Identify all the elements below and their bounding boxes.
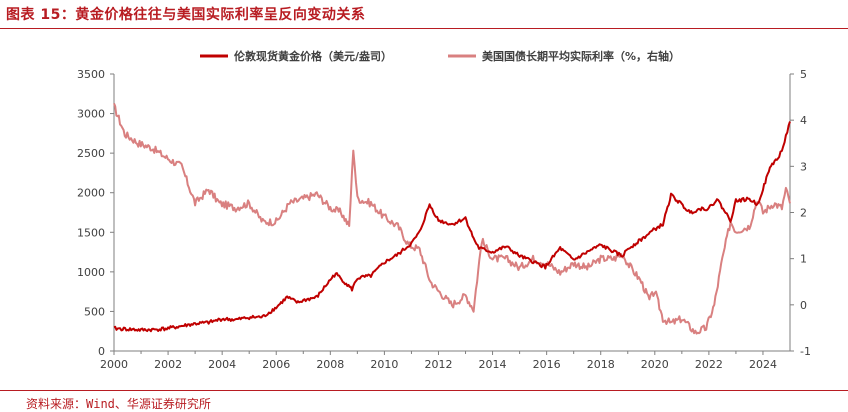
y-tick-label: 3500 — [77, 68, 105, 81]
y2-tick-label: 5 — [800, 68, 807, 81]
y-tick-label: 1500 — [77, 226, 105, 239]
y-tick-label: 500 — [84, 305, 105, 318]
x-tick-label: 2016 — [533, 358, 561, 371]
source-note: 资料来源：Wind、华源证券研究所 — [26, 397, 211, 411]
legend: 伦敦现货黄金价格（美元/盎司） 美国国债长期平均实际利率（%，右轴） — [200, 49, 680, 63]
x-tick-label: 2022 — [695, 358, 723, 371]
source-rule — [0, 390, 848, 391]
x-tick-label: 2018 — [587, 358, 615, 371]
y2-tick-label: 4 — [800, 114, 807, 127]
x-tick-label: 2010 — [370, 358, 398, 371]
tick-labels: 2000 2002 2004 2006 2008 2010 2012 2014 2016 2018… — [77, 68, 811, 371]
x-tick-label: 2008 — [316, 358, 344, 371]
x-tick-label: 2004 — [208, 358, 236, 371]
x-tick-label: 2024 — [749, 358, 777, 371]
legend-label-rate: 美国国债长期平均实际利率（%，右轴） — [482, 49, 680, 63]
y2-tick-label: 1 — [800, 253, 807, 266]
y-tick-label: 3000 — [77, 108, 105, 121]
y2-tick-label: 0 — [800, 299, 807, 312]
y2-tick-label: -1 — [800, 345, 811, 358]
y2-tick-label: 3 — [800, 160, 807, 173]
plot-area — [113, 103, 791, 335]
chart-canvas: 伦敦现货黄金价格（美元/盎司） 美国国债长期平均实际利率（%，右轴） 2000 2… — [77, 49, 811, 371]
axes — [110, 73, 794, 355]
legend-label-gold: 伦敦现货黄金价格（美元/盎司） — [234, 49, 392, 63]
x-tick-label: 2014 — [479, 358, 507, 371]
y-tick-label: 2000 — [77, 187, 105, 200]
x-tick-label: 2012 — [424, 358, 452, 371]
y2-tick-label: 2 — [800, 207, 807, 220]
y-tick-label: 2500 — [77, 147, 105, 160]
x-tick-label: 2006 — [262, 358, 290, 371]
y-tick-label: 0 — [98, 345, 105, 358]
x-tick-label: 2002 — [154, 358, 182, 371]
x-tick-label: 2000 — [100, 358, 128, 371]
figure-title: 图表 15：黄金价格往往与美国实际利率呈反向变动关系 — [6, 7, 366, 23]
series-line-real-rate — [113, 103, 791, 335]
series-line-gold-price — [113, 121, 791, 333]
x-tick-label: 2020 — [641, 358, 669, 371]
y-tick-label: 1000 — [77, 266, 105, 279]
title-rule — [0, 28, 848, 29]
